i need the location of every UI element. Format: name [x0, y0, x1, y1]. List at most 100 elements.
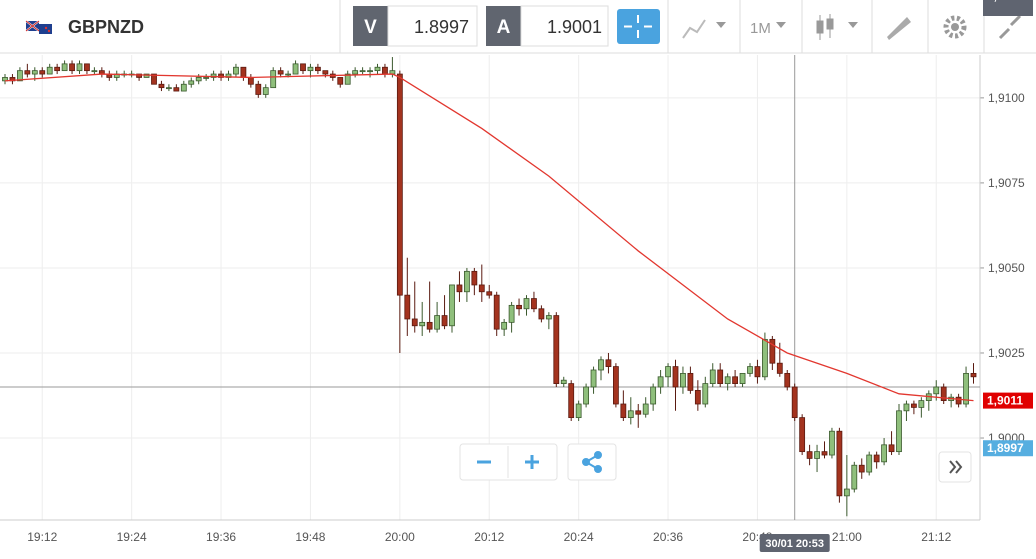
- bid-price: 1,8997: [987, 441, 1024, 455]
- candle-body: [776, 362, 783, 374]
- candle-body: [300, 63, 306, 72]
- candle-body: [262, 87, 269, 95]
- sell-label: V: [364, 17, 377, 38]
- candle-body: [61, 63, 68, 72]
- x-tick-label: 19:48: [295, 530, 325, 544]
- candle-body: [404, 294, 411, 320]
- candle-body: [359, 70, 366, 73]
- candle-body: [762, 338, 768, 378]
- crosshair-price-box: [983, 0, 1033, 16]
- candle-body: [732, 376, 738, 384]
- crosshair-button[interactable]: [617, 9, 660, 44]
- candle-body: [69, 63, 75, 72]
- candle-body: [240, 66, 247, 78]
- candle-body: [180, 83, 187, 92]
- last-price: 1,9011: [987, 394, 1023, 408]
- flag: [25, 20, 52, 34]
- candle-body: [270, 70, 277, 89]
- candle-body: [694, 389, 701, 405]
- candle-body: [598, 359, 604, 371]
- x-tick-label: 19:12: [27, 530, 57, 544]
- candle-body: [16, 70, 23, 82]
- candle-body: [501, 321, 508, 330]
- candle-body: [829, 430, 835, 456]
- candle-body: [307, 66, 314, 72]
- candle-body: [888, 444, 895, 453]
- candle-body: [963, 372, 969, 405]
- candle-body: [84, 63, 90, 72]
- candle-body: [54, 66, 61, 72]
- candle-body: [382, 66, 388, 75]
- candle-body: [158, 83, 165, 89]
- candle-body: [918, 400, 925, 408]
- candle-body: [970, 372, 977, 378]
- y-tick-label: 1,9075: [988, 176, 1025, 190]
- candle-body: [575, 403, 582, 419]
- candle-body: [151, 73, 157, 85]
- y-tick-label: 1,9050: [988, 261, 1025, 275]
- candle-body: [352, 70, 359, 75]
- settings-core: [951, 23, 959, 31]
- candle-body: [896, 410, 902, 453]
- x-tick-label: 19:36: [206, 530, 236, 544]
- candle-body: [553, 315, 560, 384]
- candle-body: [903, 403, 910, 412]
- candle-body: [709, 369, 716, 384]
- candle-body: [806, 451, 813, 459]
- candle-body: [747, 366, 753, 374]
- share-button[interactable]: [567, 443, 617, 481]
- timeframe-arrow: [776, 22, 786, 28]
- candle-body: [821, 451, 828, 456]
- candle-body: [471, 270, 478, 286]
- settings-button[interactable]: [943, 15, 967, 39]
- candle-body: [657, 376, 664, 388]
- candle-body: [605, 359, 612, 367]
- candles-button[interactable]: [816, 14, 858, 40]
- candle-body: [739, 372, 746, 384]
- candle-body: [441, 315, 448, 327]
- candle-body: [478, 284, 485, 293]
- candle-body: [434, 315, 441, 330]
- candle-body: [642, 403, 649, 415]
- sell-button[interactable]: [353, 6, 388, 46]
- candle-body: [456, 284, 463, 293]
- candle-body: [277, 70, 284, 75]
- candle-body: [426, 321, 433, 330]
- chart-type-button[interactable]: [682, 19, 726, 39]
- candle-body: [635, 410, 642, 415]
- timeframe[interactable]: 1M: [750, 20, 771, 37]
- crosshair-icon: [624, 15, 652, 38]
- candle-body: [523, 298, 530, 310]
- candle-body: [531, 298, 537, 310]
- candle-body: [76, 63, 83, 72]
- candle-body: [940, 386, 947, 402]
- candle-body: [344, 73, 351, 85]
- candle-body: [724, 376, 731, 384]
- candle-body: [255, 83, 262, 95]
- candle-body: [911, 403, 917, 408]
- y-tick-label: 1,9025: [988, 346, 1025, 360]
- draw-button[interactable]: [887, 17, 911, 40]
- buy-button[interactable]: [486, 6, 521, 46]
- candle-body: [247, 77, 254, 85]
- candle-body: [449, 284, 455, 327]
- candle-body: [680, 372, 686, 388]
- candle-body: [933, 386, 940, 395]
- candle-body: [195, 77, 202, 82]
- candle-body: [218, 73, 224, 78]
- x-tick-label: 20:12: [474, 530, 504, 544]
- candle-body: [672, 366, 679, 388]
- candle-body: [620, 403, 627, 419]
- moving-average: [4, 73, 974, 402]
- candle-body: [367, 70, 373, 73]
- candle-body: [419, 321, 426, 327]
- candle-body: [508, 304, 515, 323]
- candle-body: [24, 70, 31, 75]
- candle-body: [560, 379, 567, 384]
- collapse-button[interactable]: [998, 14, 1022, 40]
- zoom-in[interactable]: [525, 455, 539, 469]
- zoom-controls: [459, 443, 972, 483]
- candle-body: [165, 87, 172, 90]
- y-tick-label: 1,9100: [988, 91, 1025, 105]
